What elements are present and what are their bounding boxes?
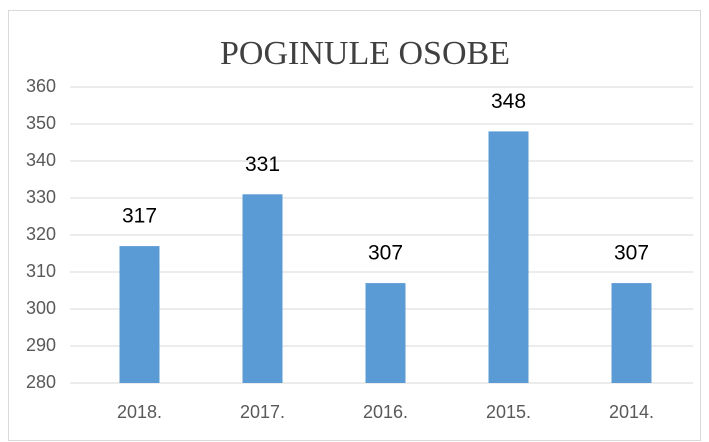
y-tick-label: 320 — [26, 224, 56, 244]
y-tick-label: 350 — [26, 113, 56, 133]
y-tick-label: 360 — [26, 76, 56, 96]
x-tick-label: 2014. — [609, 402, 654, 422]
y-tick-label: 340 — [26, 150, 56, 170]
chart-border — [8, 10, 701, 441]
y-tick-label: 300 — [26, 298, 56, 318]
y-tick-label: 310 — [26, 261, 56, 281]
data-label: 307 — [614, 242, 649, 265]
y-tick-label: 290 — [26, 335, 56, 355]
x-tick-label: 2018. — [117, 402, 162, 422]
data-label: 307 — [368, 242, 403, 265]
bar — [365, 283, 406, 383]
bar — [242, 194, 283, 383]
data-label: 331 — [245, 153, 280, 176]
x-tick-label: 2016. — [363, 402, 408, 422]
y-tick-label: 330 — [26, 187, 56, 207]
data-label: 317 — [122, 205, 157, 228]
chart-title: POGINULE OSOBE — [220, 35, 510, 72]
bar — [119, 246, 160, 383]
bar — [488, 131, 529, 383]
data-label: 348 — [491, 90, 526, 113]
x-tick-label: 2017. — [240, 402, 285, 422]
bar — [611, 283, 652, 383]
y-tick-label: 280 — [26, 372, 56, 392]
x-tick-label: 2015. — [486, 402, 531, 422]
